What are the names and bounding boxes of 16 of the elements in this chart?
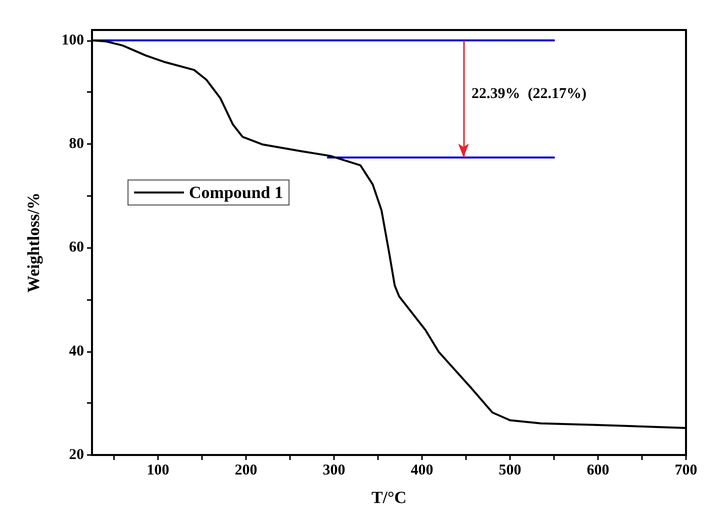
y-tick-label: 40: [69, 343, 84, 360]
y-tick-label: 100: [62, 32, 84, 48]
x-tick-label: 100: [146, 462, 170, 478]
x-tick-label: 700: [674, 462, 698, 478]
x-tick-label: 200: [234, 462, 258, 478]
x-tick-label: 500: [498, 462, 522, 478]
x-axis-title: T/°C: [371, 488, 407, 507]
y-tick-label: 20: [69, 447, 84, 463]
y-tick-label: 60: [69, 240, 84, 256]
annotation: 22.39% (22.17%): [472, 86, 587, 102]
x-tick-label: 600: [586, 462, 610, 478]
y-axis-title: Weightloss/%: [24, 192, 43, 293]
x-tick-label: 300: [322, 462, 346, 478]
y-tick-label: 80: [69, 136, 84, 152]
legend-label: Compound 1: [189, 183, 284, 202]
x-tick-label: 400: [410, 462, 434, 478]
